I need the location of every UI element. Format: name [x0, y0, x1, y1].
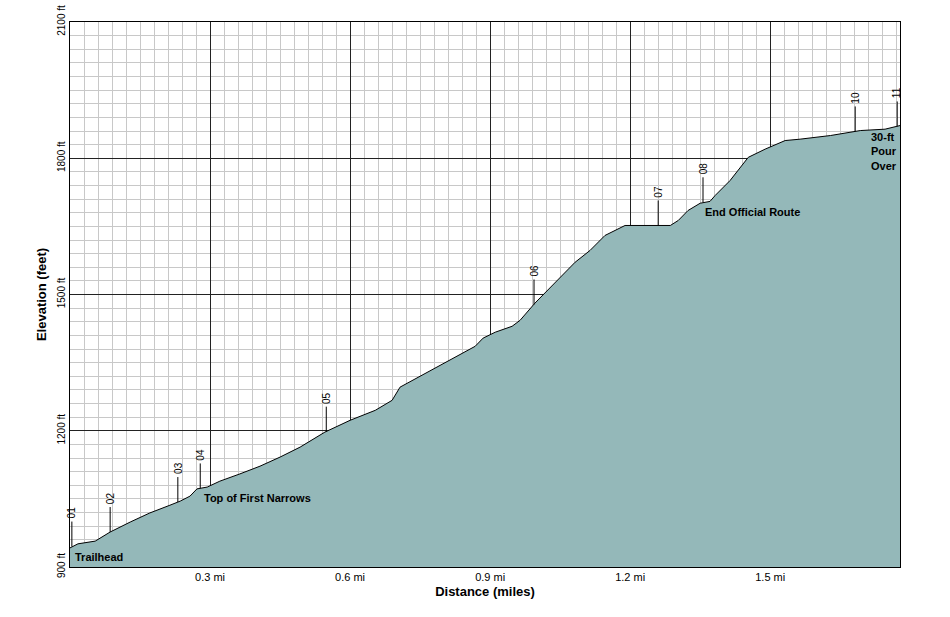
svg-text:Top of First Narrows: Top of First Narrows	[204, 492, 311, 504]
svg-text:10: 10	[850, 92, 861, 104]
svg-text:1800 ft: 1800 ft	[56, 141, 67, 172]
svg-text:07: 07	[653, 186, 664, 198]
svg-text:08: 08	[698, 163, 709, 175]
svg-text:1200 ft: 1200 ft	[56, 414, 67, 445]
svg-text:End Official Route: End Official Route	[705, 206, 800, 218]
svg-text:1500 ft: 1500 ft	[56, 277, 67, 308]
svg-text:06: 06	[529, 265, 540, 277]
svg-text:0.6 mi: 0.6 mi	[335, 571, 365, 583]
svg-text:01: 01	[66, 507, 77, 519]
svg-text:0.9 mi: 0.9 mi	[475, 571, 505, 583]
svg-text:2100 ft: 2100 ft	[56, 5, 67, 36]
svg-text:0.3 mi: 0.3 mi	[195, 571, 225, 583]
svg-text:1.5 mi: 1.5 mi	[755, 571, 785, 583]
svg-text:1.2 mi: 1.2 mi	[615, 571, 645, 583]
svg-text:04: 04	[195, 449, 206, 461]
svg-text:30-ftPourOver: 30-ftPourOver	[871, 131, 897, 172]
svg-text:11: 11	[891, 87, 902, 98]
svg-text:Elevation (feet): Elevation (feet)	[34, 248, 49, 341]
svg-text:Trailhead: Trailhead	[75, 551, 123, 563]
svg-text:Distance (miles): Distance (miles)	[435, 584, 535, 599]
svg-text:02: 02	[105, 493, 116, 505]
svg-text:03: 03	[173, 462, 184, 474]
svg-text:900 ft: 900 ft	[56, 553, 67, 578]
svg-text:05: 05	[321, 392, 332, 404]
